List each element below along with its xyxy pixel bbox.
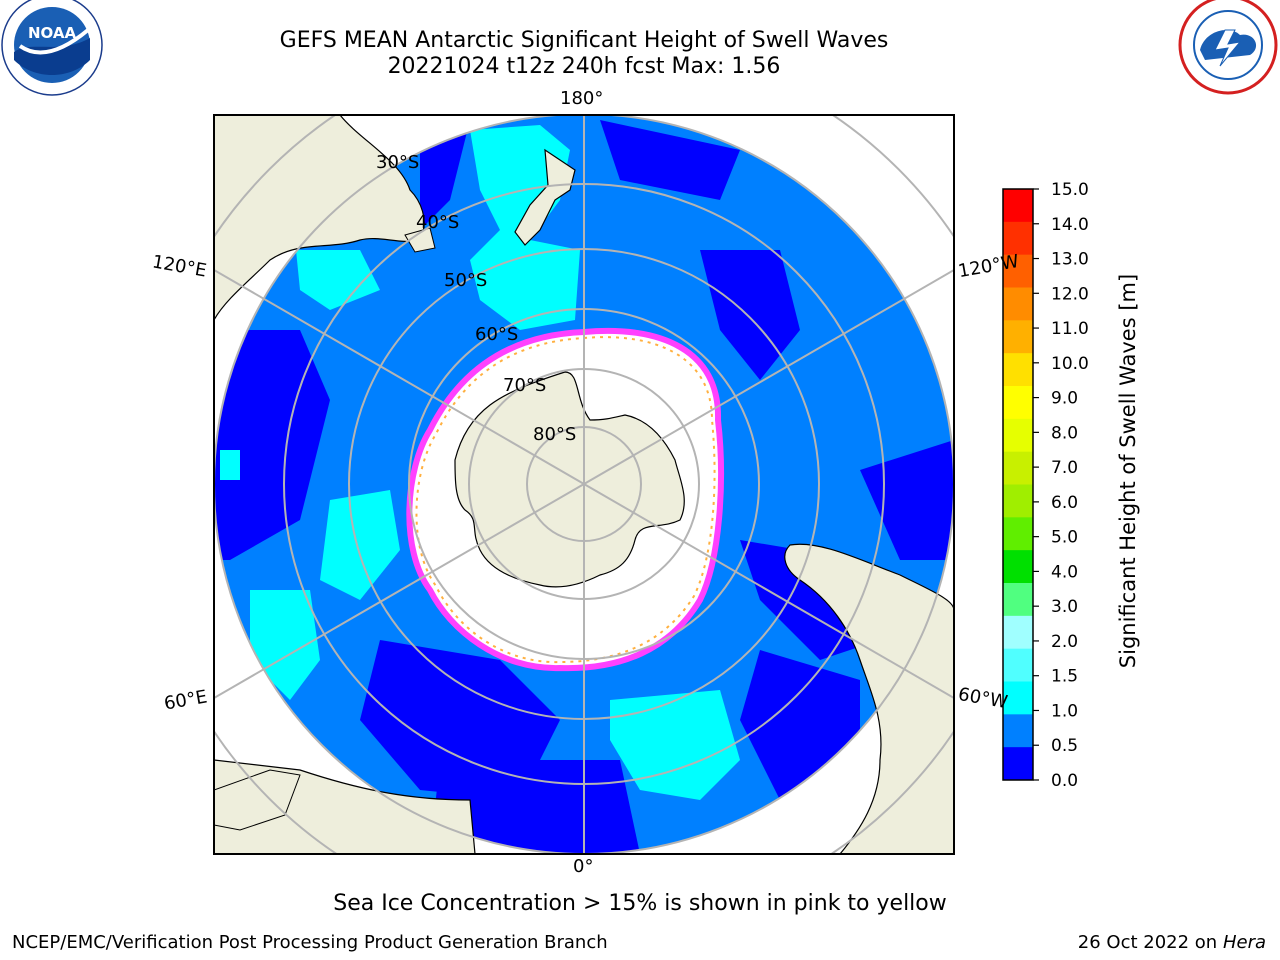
colorbar-swatch	[1003, 484, 1033, 518]
nws-logo	[1178, 0, 1278, 95]
colorbar-tick-label: 15.0	[1051, 180, 1089, 200]
colorbar-tick-label: 7.0	[1051, 458, 1078, 478]
colorbar-swatch	[1003, 386, 1033, 420]
footer-date: 26 Oct 2022 on Hera	[1078, 932, 1266, 953]
colorbar-tick-label: 13.0	[1051, 250, 1089, 270]
footer-date-text: 26 Oct 2022 on	[1077, 932, 1218, 953]
sea-ice-note: Sea Ice Concentration > 15% is shown in …	[333, 891, 947, 916]
colorbar-swatch	[1003, 254, 1033, 288]
page-subtitle: 20221024 t12z 240h fcst Max: 1.56	[387, 54, 781, 79]
footer-credit: NCEP/EMC/Verification Post Processing Pr…	[12, 932, 608, 953]
colorbar-swatch	[1003, 583, 1033, 617]
colorbar-frame	[1002, 188, 1034, 781]
colorbar-tick-label: 8.0	[1051, 423, 1078, 443]
colorbar-tick-label: 5.0	[1051, 528, 1078, 548]
lon-label-0: 0°	[573, 856, 594, 877]
colorbar-tick-label: 0.0	[1051, 771, 1078, 791]
colorbar: 15.0 14.0 13.0 12.0 11.0 10.0 9.0 8.0 7.0 6.0 5.0 4…	[1002, 180, 1089, 791]
lat-label-60s: 60°S	[475, 324, 519, 345]
colorbar-tick-label: 4.0	[1051, 562, 1078, 582]
colorbar-swatch	[1003, 648, 1033, 682]
south-america-land	[784, 543, 954, 854]
footer-host: Hera	[1222, 932, 1266, 953]
colorbar-tick-label: 9.0	[1051, 389, 1078, 409]
colorbar-swatch	[1003, 615, 1033, 650]
lon-label-180: 180°	[560, 88, 604, 109]
colorbar-swatch	[1003, 418, 1033, 453]
colorbar-tick-label: 10.0	[1051, 354, 1089, 374]
lat-label-30s: 30°S	[376, 152, 420, 173]
colorbar-tick-label: 1.0	[1051, 701, 1078, 721]
antarctica-land	[454, 371, 685, 588]
lat-label-50s: 50°S	[444, 270, 488, 291]
colorbar-tick-label: 2.0	[1051, 632, 1078, 652]
colorbar-tick-label: 6.0	[1051, 493, 1078, 513]
colorbar-swatch	[1003, 451, 1033, 485]
colorbar-tick-label: 0.5	[1051, 736, 1078, 756]
map-frame	[213, 114, 955, 855]
graticule	[214, 115, 954, 854]
lat-label-40s: 40°S	[416, 212, 460, 233]
colorbar-swatch	[1003, 353, 1033, 387]
colorbar-swatch	[1003, 320, 1033, 354]
colorbar-swatch	[1003, 517, 1033, 551]
colorbar-swatch	[1003, 714, 1033, 748]
colorbar-swatch	[1003, 747, 1033, 781]
page-title: GEFS MEAN Antarctic Significant Height o…	[279, 28, 889, 53]
colorbar-tick-label: 11.0	[1051, 319, 1089, 339]
noaa-logo-text: NOAA	[28, 24, 77, 42]
colorbar-label: Significant Height of Swell Waves [m]	[1116, 273, 1140, 669]
colorbar-swatch	[1003, 189, 1033, 223]
colorbar-swatch	[1003, 550, 1033, 584]
colorbar-tick-label: 3.0	[1051, 597, 1078, 617]
colorbar-tick-label: 14.0	[1051, 215, 1089, 235]
new-zealand-land	[514, 148, 576, 246]
lat-label-80s: 80°S	[533, 424, 577, 445]
colorbar-swatch	[1003, 221, 1033, 256]
colorbar-tick-label: 12.0	[1051, 284, 1089, 304]
colorbar-tick-label: 1.5	[1051, 667, 1078, 687]
noaa-logo: NOAA	[1, 0, 103, 96]
lat-label-70s: 70°S	[503, 375, 547, 396]
colorbar-swatch	[1003, 681, 1033, 715]
colorbar-swatch	[1003, 287, 1033, 321]
